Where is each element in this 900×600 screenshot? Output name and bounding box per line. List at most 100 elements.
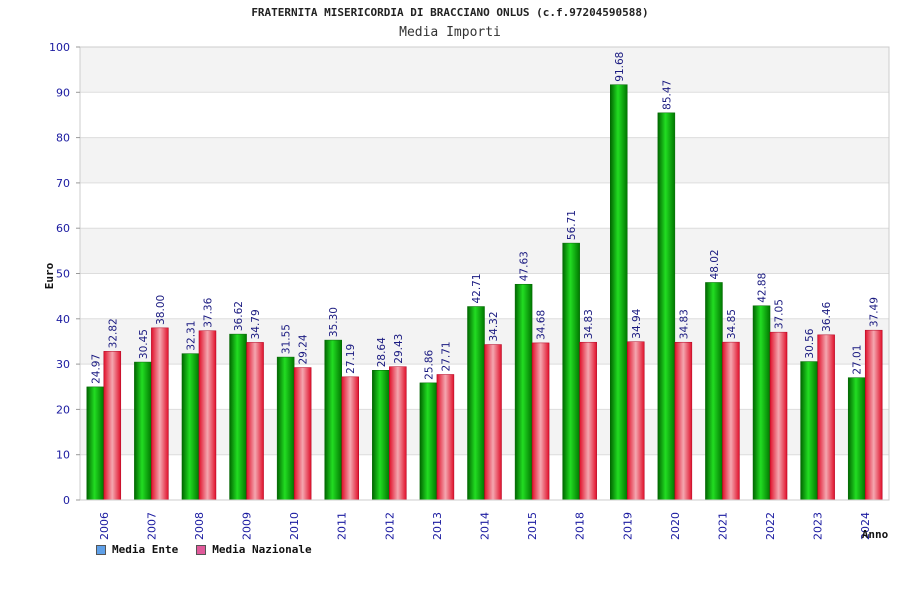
data-label: 37.49	[869, 297, 881, 327]
plot-band	[80, 47, 889, 93]
bar-media-ente	[562, 242, 580, 501]
plot-band	[80, 182, 889, 229]
chart-title: FRATERNITA MISERICORDIA DI BRACCIANO ONL…	[251, 6, 649, 19]
x-tick-label: 2011	[336, 512, 349, 540]
y-tick-label: 20	[56, 403, 70, 416]
bar-media-ente	[419, 382, 438, 501]
plot-band	[80, 137, 889, 183]
bar-media-nazionale	[484, 344, 502, 501]
bar-media-nazionale	[864, 329, 883, 501]
data-label: 34.94	[631, 308, 643, 338]
bar-media-nazionale	[151, 327, 169, 501]
legend: Media Ente Media Nazionale	[96, 543, 312, 556]
y-tick-label: 0	[63, 494, 70, 507]
bar-media-ente	[372, 370, 390, 501]
x-tick-label: 2015	[526, 512, 539, 540]
x-tick-label: 2013	[431, 512, 444, 540]
y-tick-label: 60	[56, 222, 70, 235]
x-tick-label: 2010	[288, 512, 301, 540]
x-tick-label: 2008	[193, 512, 206, 540]
x-tick-label: 2024	[859, 512, 872, 540]
data-label: 27.01	[852, 345, 864, 375]
data-label: 29.24	[298, 334, 310, 364]
data-label: 37.36	[202, 297, 214, 327]
data-label: 24.97	[90, 354, 102, 384]
bar-media-ente	[467, 306, 485, 501]
bar-media-ente	[752, 305, 771, 501]
data-label: 31.55	[281, 324, 293, 354]
legend-swatch-media-nazionale	[196, 544, 207, 555]
data-label: 34.68	[536, 310, 548, 340]
legend-item-media-nazionale: Media Nazionale	[196, 543, 312, 556]
bar-media-nazionale	[246, 342, 264, 501]
x-tick-label: 2007	[145, 512, 158, 540]
x-tick-label: 2009	[241, 512, 254, 540]
bar-media-nazionale	[722, 341, 740, 501]
bar-media-ente	[86, 386, 105, 501]
chart-subtitle: Media Importi	[399, 25, 501, 40]
y-tick-label: 40	[56, 313, 70, 326]
bar-media-nazionale	[531, 342, 550, 501]
bar-media-ente	[181, 353, 200, 501]
data-label: 34.79	[250, 309, 262, 339]
data-label: 34.83	[678, 309, 690, 339]
bar-media-nazionale	[627, 341, 645, 501]
y-tick-label: 90	[56, 86, 70, 99]
legend-label-media-ente: Media Ente	[112, 543, 179, 556]
data-label: 27.19	[345, 344, 357, 374]
data-label: 28.64	[376, 337, 388, 367]
bar-media-ente	[847, 377, 866, 501]
data-label: 32.82	[107, 318, 119, 348]
y-tick-label: 50	[56, 268, 70, 281]
bar-media-nazionale	[769, 331, 788, 501]
data-label: 42.71	[471, 273, 483, 303]
x-tick-label: 2020	[669, 512, 682, 540]
data-label: 37.05	[774, 299, 786, 329]
plot-band	[80, 228, 889, 274]
bar-media-ente	[705, 282, 723, 501]
bar-media-nazionale	[436, 374, 455, 501]
legend-item-media-ente: Media Ente	[96, 543, 178, 556]
bar-media-nazionale	[198, 330, 217, 501]
bar-media-ente	[229, 333, 247, 501]
bar-media-nazionale	[293, 367, 312, 501]
x-axis-label: Anno	[862, 528, 889, 541]
y-tick-label: 80	[56, 132, 70, 145]
bar-media-ente	[657, 112, 676, 501]
data-label: 85.47	[661, 80, 673, 110]
x-tick-label: 2006	[98, 512, 111, 540]
data-label: 48.02	[709, 249, 721, 279]
x-tick-label: 2023	[812, 512, 825, 540]
data-label: 42.88	[757, 273, 769, 303]
x-tick-label: 2018	[574, 512, 587, 540]
bar-media-ente	[800, 361, 818, 501]
bar-media-nazionale	[674, 341, 693, 501]
data-label: 34.83	[583, 309, 595, 339]
data-label: 36.46	[821, 301, 833, 331]
x-tick-label: 2022	[764, 512, 777, 540]
bar-media-nazionale	[579, 341, 597, 501]
plot-band	[80, 92, 889, 138]
data-label: 34.85	[726, 309, 738, 339]
bar-media-ente	[514, 283, 533, 501]
data-label: 27.71	[440, 341, 452, 371]
bar-media-nazionale	[341, 376, 359, 501]
data-label: 30.56	[804, 328, 816, 358]
data-label: 29.43	[393, 334, 405, 364]
bar-media-nazionale	[389, 366, 407, 501]
data-label: 25.86	[423, 349, 435, 379]
data-label: 91.68	[614, 52, 626, 82]
bar-media-nazionale	[103, 351, 122, 501]
bar-media-ente	[610, 84, 628, 501]
y-axis-label: Euro	[43, 262, 56, 289]
bar-media-ente	[134, 361, 152, 501]
data-label: 56.71	[566, 210, 578, 240]
y-tick-label: 30	[56, 358, 70, 371]
data-label: 32.31	[185, 321, 197, 351]
x-tick-label: 2014	[479, 512, 492, 540]
data-label: 38.00	[155, 295, 167, 325]
x-tick-label: 2019	[621, 512, 634, 540]
data-label: 35.30	[328, 307, 340, 337]
